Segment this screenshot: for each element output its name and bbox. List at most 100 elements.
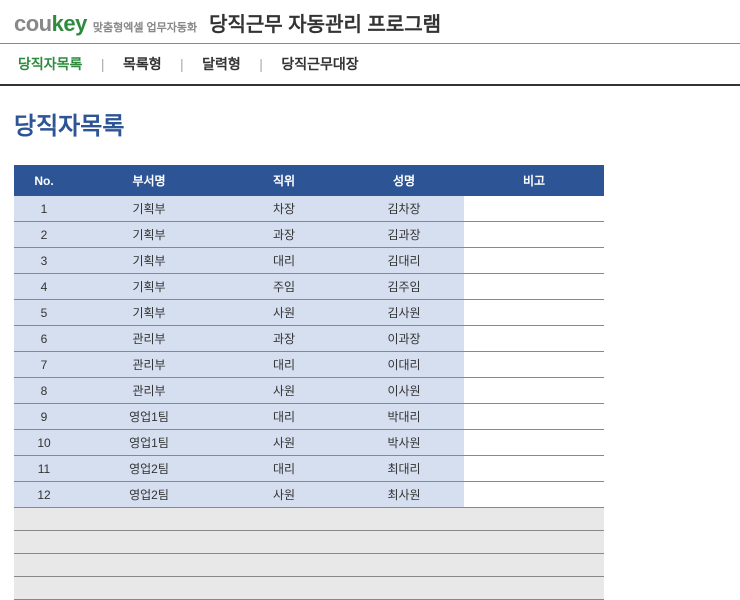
table-empty-cell	[74, 577, 224, 600]
col-header-no: No.	[14, 165, 74, 196]
table-cell: 박대리	[344, 404, 464, 430]
table-cell: 7	[14, 352, 74, 378]
duty-table: No. 부서명 직위 성명 비고 1기획부차장김차장2기획부과장김과장3기획부대…	[14, 165, 604, 600]
program-title: 당직근무 자동관리 프로그램	[209, 8, 441, 37]
nav-bar: 당직자목록 | 목록형 | 달력형 | 당직근무대장	[0, 44, 740, 86]
table-cell	[464, 196, 604, 222]
table-row[interactable]: 6관리부과장이과장	[14, 326, 604, 352]
table-cell: 관리부	[74, 352, 224, 378]
table-empty-cell	[74, 554, 224, 577]
table-cell: 김차장	[344, 196, 464, 222]
content-area: 당직자목록 No. 부서명 직위 성명 비고 1기획부차장김차장2기획부과장김과…	[0, 86, 740, 600]
table-cell: 주임	[224, 274, 344, 300]
table-cell: 기획부	[74, 300, 224, 326]
table-cell: 최사원	[344, 482, 464, 508]
col-header-name: 성명	[344, 165, 464, 196]
table-cell	[464, 378, 604, 404]
nav-calendar-view[interactable]: 달력형	[198, 54, 245, 74]
table-cell: 10	[14, 430, 74, 456]
table-cell	[464, 482, 604, 508]
table-cell: 김사원	[344, 300, 464, 326]
table-cell: 관리부	[74, 326, 224, 352]
app-header: coukey 맞춤형엑셀 업무자동화 당직근무 자동관리 프로그램	[0, 0, 740, 44]
table-row[interactable]: 1기획부차장김차장	[14, 196, 604, 222]
table-cell: 김대리	[344, 248, 464, 274]
table-empty-row	[14, 554, 604, 577]
table-cell	[464, 248, 604, 274]
table-cell: 영업2팀	[74, 456, 224, 482]
table-row[interactable]: 3기획부대리김대리	[14, 248, 604, 274]
nav-list-view[interactable]: 목록형	[119, 54, 166, 74]
table-empty-cell	[224, 577, 344, 600]
table-cell: 영업1팀	[74, 430, 224, 456]
table-cell: 기획부	[74, 222, 224, 248]
col-header-position: 직위	[224, 165, 344, 196]
page-title: 당직자목록	[14, 106, 726, 141]
table-cell: 사원	[224, 300, 344, 326]
table-empty-cell	[14, 577, 74, 600]
logo-suffix: key	[52, 11, 87, 36]
table-row[interactable]: 7관리부대리이대리	[14, 352, 604, 378]
table-row[interactable]: 12영업2팀사원최사원	[14, 482, 604, 508]
table-cell: 박사원	[344, 430, 464, 456]
col-header-dept: 부서명	[74, 165, 224, 196]
table-row[interactable]: 9영업1팀대리박대리	[14, 404, 604, 430]
table-row[interactable]: 2기획부과장김과장	[14, 222, 604, 248]
table-cell: 8	[14, 378, 74, 404]
table-header-row: No. 부서명 직위 성명 비고	[14, 165, 604, 196]
table-row[interactable]: 4기획부주임김주임	[14, 274, 604, 300]
table-empty-cell	[344, 577, 464, 600]
table-empty-cell	[464, 508, 604, 531]
nav-separator: |	[180, 56, 184, 72]
nav-duty-register[interactable]: 당직근무대장	[277, 54, 362, 74]
table-cell: 기획부	[74, 248, 224, 274]
table-empty-cell	[464, 577, 604, 600]
table-empty-cell	[14, 531, 74, 554]
table-cell: 12	[14, 482, 74, 508]
table-empty-cell	[464, 554, 604, 577]
table-cell: 사원	[224, 430, 344, 456]
table-cell	[464, 404, 604, 430]
table-cell	[464, 222, 604, 248]
table-cell: 이사원	[344, 378, 464, 404]
table-row[interactable]: 10영업1팀사원박사원	[14, 430, 604, 456]
table-cell: 이과장	[344, 326, 464, 352]
header-subtitle: 맞춤형엑셀 업무자동화	[93, 19, 197, 35]
table-cell: 과장	[224, 326, 344, 352]
nav-duty-list[interactable]: 당직자목록	[14, 54, 86, 74]
table-cell: 6	[14, 326, 74, 352]
logo: coukey	[14, 11, 87, 37]
table-cell: 김주임	[344, 274, 464, 300]
table-cell: 대리	[224, 248, 344, 274]
table-cell: 차장	[224, 196, 344, 222]
table-cell	[464, 430, 604, 456]
table-empty-row	[14, 531, 604, 554]
table-cell: 대리	[224, 404, 344, 430]
table-cell: 최대리	[344, 456, 464, 482]
table-body: 1기획부차장김차장2기획부과장김과장3기획부대리김대리4기획부주임김주임5기획부…	[14, 196, 604, 600]
logo-prefix: cou	[14, 11, 52, 36]
table-cell: 사원	[224, 482, 344, 508]
table-row[interactable]: 5기획부사원김사원	[14, 300, 604, 326]
table-cell: 기획부	[74, 196, 224, 222]
table-empty-cell	[344, 554, 464, 577]
table-cell: 영업1팀	[74, 404, 224, 430]
table-empty-cell	[344, 508, 464, 531]
table-empty-cell	[464, 531, 604, 554]
table-empty-row	[14, 577, 604, 600]
table-cell: 4	[14, 274, 74, 300]
table-cell: 1	[14, 196, 74, 222]
table-empty-cell	[74, 531, 224, 554]
table-cell	[464, 300, 604, 326]
table-cell: 대리	[224, 456, 344, 482]
table-cell: 3	[14, 248, 74, 274]
table-empty-cell	[224, 531, 344, 554]
table-cell	[464, 456, 604, 482]
table-cell: 5	[14, 300, 74, 326]
table-cell: 영업2팀	[74, 482, 224, 508]
table-cell	[464, 326, 604, 352]
table-cell	[464, 274, 604, 300]
table-row[interactable]: 8관리부사원이사원	[14, 378, 604, 404]
table-cell: 기획부	[74, 274, 224, 300]
table-row[interactable]: 11영업2팀대리최대리	[14, 456, 604, 482]
